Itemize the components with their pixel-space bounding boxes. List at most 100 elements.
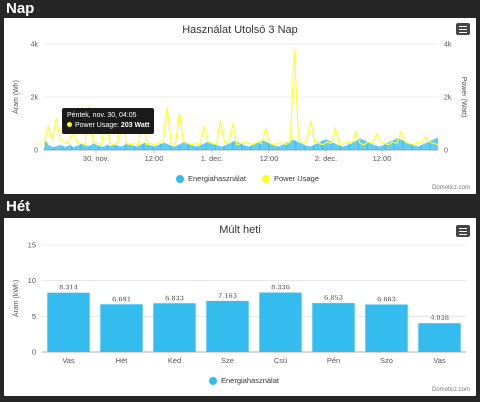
day-energy-bar xyxy=(211,142,213,150)
week-chart-menu-button[interactable] xyxy=(456,225,470,237)
week-chart-plot: 8.314 6.691 6.833 7.163 8.336 6.853 6.663 4.038… xyxy=(11,241,466,365)
day-energy-bar xyxy=(268,142,269,150)
day-energy-bar xyxy=(155,146,157,150)
day-energy-bar xyxy=(247,146,249,150)
day-energy-bar xyxy=(365,141,367,150)
day-energy-bar xyxy=(110,146,112,150)
day-energy-bar xyxy=(114,144,116,150)
day-energy-bar xyxy=(400,139,402,150)
day-y-tick-right: 4k xyxy=(444,42,452,49)
day-energy-bar xyxy=(102,146,104,150)
day-energy-bar xyxy=(137,146,139,150)
day-energy-bar xyxy=(120,146,122,150)
day-energy-bar xyxy=(290,140,292,150)
day-energy-bar xyxy=(172,146,174,150)
day-energy-bar xyxy=(340,145,341,150)
day-energy-bar xyxy=(338,145,340,150)
day-energy-bar xyxy=(65,146,67,150)
day-energy-bar xyxy=(86,146,88,150)
day-energy-bar xyxy=(372,144,374,150)
day-chart-panel: Használat Utolsó 3 Nap 0 2k 4k 0 2k 4k Áram (W… xyxy=(4,18,476,194)
day-energy-bar xyxy=(49,145,51,150)
week-bar-label: 6.663 xyxy=(377,294,396,303)
week-bar-label: 6.691 xyxy=(112,294,131,303)
day-y-tick-left: 2k xyxy=(31,95,39,102)
day-energy-bar xyxy=(81,143,83,150)
day-energy-bar xyxy=(397,138,399,150)
day-energy-bar xyxy=(186,142,188,150)
day-power-line xyxy=(43,49,439,146)
legend-power-label[interactable]: Power Usage xyxy=(273,174,319,183)
day-energy-bar xyxy=(235,141,237,150)
day-energy-bar xyxy=(173,146,175,150)
day-energy-bar xyxy=(99,146,101,150)
day-energy-bar xyxy=(377,146,379,150)
day-chart-credit[interactable]: Domoticz.com xyxy=(431,185,470,191)
legend-week-energy-dot xyxy=(209,376,217,385)
legend-energy-dot xyxy=(176,174,184,183)
day-energy-bar xyxy=(412,144,414,150)
day-energy-bar xyxy=(84,145,86,150)
day-energy-bar xyxy=(159,143,161,150)
day-energy-bar xyxy=(383,144,385,150)
day-energy-bar xyxy=(74,146,76,150)
day-energy-bar xyxy=(194,146,196,150)
day-energy-bar xyxy=(347,144,349,150)
day-energy-bar xyxy=(138,145,140,150)
section-title-het: Hét xyxy=(6,198,31,215)
day-energy-bar xyxy=(422,144,424,150)
day-energy-bar xyxy=(419,145,421,150)
day-energy-bar xyxy=(266,142,268,150)
day-energy-bar xyxy=(336,144,338,150)
week-chart-credit[interactable]: Domoticz.com xyxy=(431,387,470,393)
day-energy-bar xyxy=(311,145,313,150)
day-energy-bar xyxy=(300,143,302,150)
day-energy-bar xyxy=(123,144,125,150)
day-energy-bar xyxy=(191,144,193,150)
day-energy-bar xyxy=(147,144,149,150)
day-energy-bar xyxy=(256,142,258,150)
day-energy-bar xyxy=(287,142,289,150)
week-energy-bar xyxy=(47,292,90,352)
day-energy-bar xyxy=(165,143,167,150)
week-x-tick-label: Ked xyxy=(168,356,181,365)
day-energy-bar xyxy=(334,143,336,150)
day-energy-bar xyxy=(389,141,391,150)
day-energy-bar xyxy=(222,146,224,150)
week-energy-bar xyxy=(312,303,355,352)
day-energy-bar xyxy=(148,144,150,150)
day-energy-bar xyxy=(182,142,184,150)
day-energy-bar xyxy=(298,142,300,150)
legend-week-energy-label[interactable]: Energiahasználat xyxy=(221,376,279,385)
day-energy-bar xyxy=(391,140,393,150)
day-energy-bar xyxy=(417,146,419,150)
day-energy-bar xyxy=(409,143,411,150)
day-energy-bar xyxy=(140,144,142,150)
day-y-tick-right: 2k xyxy=(444,95,452,102)
day-energy-bar xyxy=(293,140,295,150)
day-energy-bar xyxy=(59,144,61,150)
day-energy-bar xyxy=(416,146,418,150)
week-y-tick: 10 xyxy=(28,276,36,285)
legend-energy-label[interactable]: Energiahasználat xyxy=(188,174,246,183)
day-energy-bar xyxy=(231,141,233,150)
day-energy-bar xyxy=(162,142,164,150)
week-bar-label: 6.853 xyxy=(324,293,343,302)
day-energy-bar xyxy=(273,145,275,150)
day-energy-bar xyxy=(224,145,226,150)
day-chart-menu-button[interactable] xyxy=(456,23,470,35)
day-energy-bar xyxy=(368,142,370,150)
week-x-tick-label: Hét xyxy=(116,356,129,365)
legend-power-dot xyxy=(261,174,270,183)
day-energy-bar xyxy=(56,146,58,150)
day-energy-bar xyxy=(250,146,251,150)
day-energy-bar xyxy=(355,140,357,150)
day-energy-bar xyxy=(117,145,119,150)
day-energy-bar xyxy=(297,141,299,150)
day-energy-bar xyxy=(92,144,94,150)
day-y-tick-right: 0 xyxy=(444,148,448,155)
day-energy-bar xyxy=(394,139,395,150)
day-energy-bar xyxy=(359,139,361,150)
day-energy-bar xyxy=(346,144,348,150)
day-energy-bar xyxy=(131,145,133,150)
